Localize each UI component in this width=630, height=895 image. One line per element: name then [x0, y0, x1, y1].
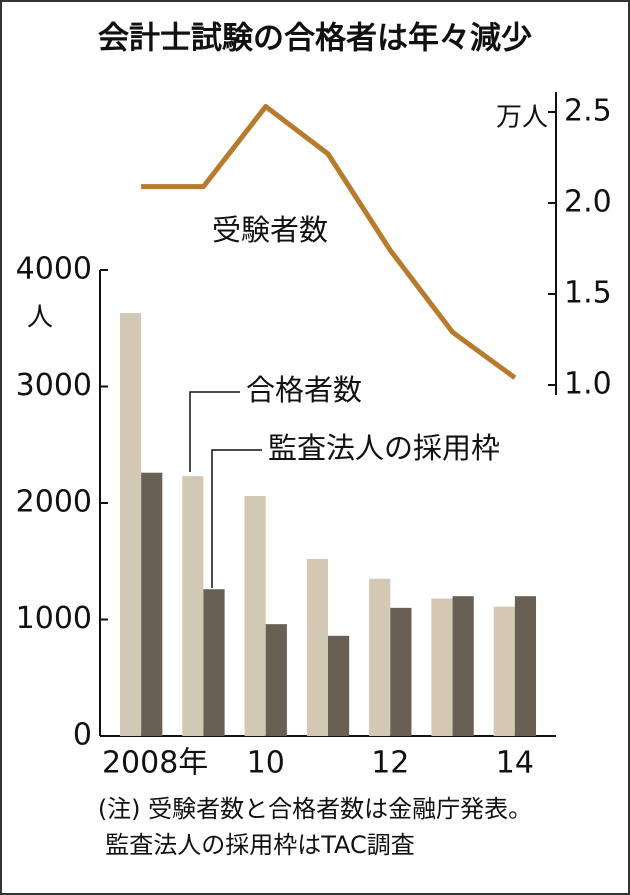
bar	[390, 607, 412, 736]
x-tick-label: 2008年	[102, 746, 208, 781]
legend-label: 監査法人の採用枠	[268, 431, 500, 465]
bar	[328, 635, 350, 736]
y-tick-label: 1000	[16, 601, 92, 636]
leader-line	[189, 391, 240, 472]
bar	[493, 606, 515, 736]
note: (注) 受験者数と合格者数は金融庁発表。	[98, 795, 532, 823]
chart-title: 会計士試験の合格者は年々減少	[98, 21, 532, 57]
bar	[141, 472, 163, 736]
x-tick-label: 12	[371, 746, 409, 781]
bar	[182, 476, 204, 736]
y2-tick-label: 2.5	[564, 94, 612, 129]
y2-tick-label: 1.0	[564, 367, 612, 402]
y-tick-label: 2000	[16, 485, 92, 520]
x-tick-label: 10	[247, 746, 285, 781]
bar	[244, 496, 266, 736]
bar	[203, 589, 225, 736]
y-tick-label: 3000	[16, 368, 92, 403]
bar	[369, 578, 391, 736]
y-tick-label: 4000	[16, 252, 92, 287]
y-tick-label: 0	[73, 718, 92, 753]
x-tick-label: 14	[496, 746, 534, 781]
bar	[119, 313, 142, 736]
note: 監査法人の採用枠はTAC調査	[105, 831, 415, 859]
y2-tick-label: 1.5	[564, 276, 612, 311]
y2-unit: 万人	[496, 103, 548, 133]
bar	[452, 596, 474, 736]
bar	[514, 596, 537, 736]
bar	[306, 558, 328, 736]
line-label: 受験者数	[212, 213, 328, 247]
bar	[265, 624, 287, 736]
bar	[431, 598, 453, 736]
legend-label: 合格者数	[246, 373, 362, 407]
y2-tick-label: 2.0	[564, 185, 612, 220]
leader-line	[211, 449, 262, 588]
line	[141, 104, 517, 380]
y-unit: 人	[27, 303, 53, 333]
